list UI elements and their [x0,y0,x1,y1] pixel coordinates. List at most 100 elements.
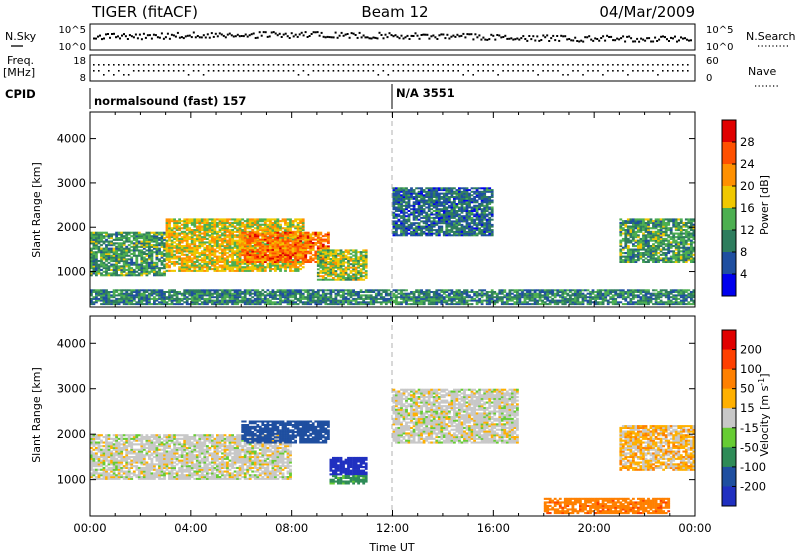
power-cell [329,278,333,281]
power-cell [440,189,444,192]
power-cell [236,227,239,230]
power-cell [185,253,189,256]
power-cell [137,274,141,277]
power-cell [148,261,151,264]
sky-point [592,39,595,42]
power-cell [90,256,93,259]
power-cell [349,270,353,273]
power-cell [112,292,116,295]
power-cell [153,272,156,275]
power-cell [395,201,398,204]
power-cell [105,292,108,295]
power-cell [468,199,471,202]
power-cell [412,222,416,225]
sky-point [238,35,241,38]
sky-point [111,33,113,35]
power-cell [402,230,406,233]
power-cell [276,268,280,271]
power-cell [400,216,403,219]
power-cell [402,215,406,218]
power-cell [102,249,106,252]
power-cell [97,267,101,270]
power-cell [296,238,300,241]
power-cell [392,187,396,190]
power-cell [160,235,164,238]
power-cell [183,268,187,271]
sky-point [474,33,477,36]
power-cell [664,239,668,242]
power-cell [155,238,159,241]
power-cell [412,201,416,204]
power-cell [649,253,653,256]
power-cell [279,254,282,257]
power-cell [690,220,693,223]
power-cell [299,231,302,234]
power-cell [243,250,247,253]
power-cell [304,252,308,255]
power-cell [276,241,280,244]
power-cell [175,223,179,226]
power-cell [221,237,224,240]
power-cell [342,261,345,264]
power-cell [687,232,691,235]
power-cell [145,244,149,247]
power-cell [195,237,199,240]
sky-point [376,37,379,40]
sky-point [302,34,305,37]
power-cell [175,252,179,255]
power-cell [435,208,439,211]
power-cell [329,266,333,269]
power-cell [465,218,469,221]
freq-right-tick-bottom: 0 [706,73,712,84]
power-cell [216,218,219,221]
power-cell [158,231,161,234]
sky-point [308,35,311,37]
power-cell [679,255,683,258]
power-cell [100,297,103,300]
power-cell [632,232,635,235]
sky-panel-frame [89,23,696,51]
power-cell [228,269,232,272]
power-cell [274,262,277,265]
power-cell [397,208,401,211]
power-cell [180,266,184,269]
power-cell [175,248,179,251]
power-cell [621,221,625,224]
power-cell [664,232,668,235]
power-cell [677,246,681,249]
power-cell [478,206,481,209]
power-cell [200,225,204,228]
power-cell [100,296,103,299]
power-cell [324,252,328,255]
power-cell [284,259,287,262]
power-cell [397,218,401,221]
power-cell [314,238,318,241]
power-cell [402,199,406,202]
power-cell [488,223,492,226]
nave-point [532,64,534,66]
power-cell [168,229,171,232]
power-cell [188,221,192,224]
power-cell [236,245,239,248]
power-cell [299,237,302,240]
power-cell [253,242,257,244]
power-cell [395,225,398,228]
power-cell [163,263,166,266]
power-cell [263,255,267,258]
sky-point [298,33,301,36]
power-cell [153,267,156,270]
power-cell [97,272,101,275]
power-cell [460,203,464,205]
power-cell [198,239,202,242]
power-cell [453,222,456,225]
sky-point [568,38,571,40]
power-cell [321,261,325,264]
power-cell [450,213,454,216]
power-cell [400,206,403,209]
power-cell [684,248,688,251]
power-cell [110,301,113,304]
power-cell [427,204,431,207]
power-cell [314,252,318,255]
power-cell [412,204,416,207]
power-cell [168,218,171,221]
